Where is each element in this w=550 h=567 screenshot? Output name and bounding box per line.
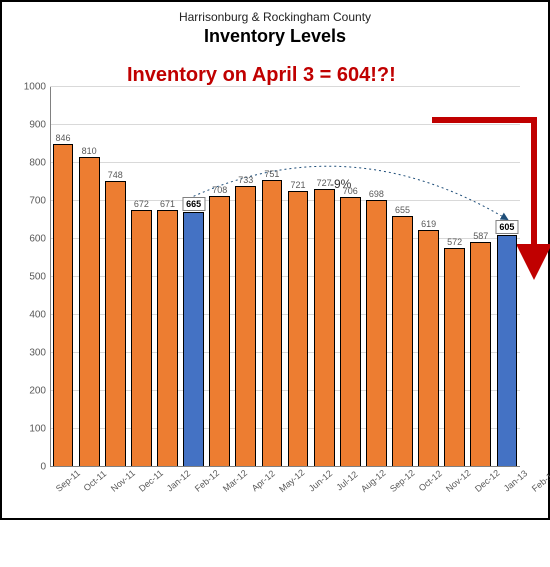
bar-value-label: 846	[56, 133, 71, 143]
bar: 846	[53, 144, 74, 467]
x-tick-label: Feb-13	[530, 468, 550, 494]
bar-slot: 672	[128, 210, 154, 467]
x-tick-label: Sep-12	[388, 468, 417, 494]
bar-value-label: 619	[421, 219, 436, 229]
bar-value-label: 706	[343, 186, 358, 196]
bar-value-label: 748	[108, 170, 123, 180]
headline-annotation: Inventory on April 3 = 604!?!	[127, 64, 396, 87]
chart-container: Harrisonburg & Rockingham County Invento…	[0, 0, 550, 520]
bar: 587	[470, 242, 491, 467]
x-tick-label: Feb-12	[193, 468, 221, 494]
bar-value-label: 655	[395, 205, 410, 215]
bar: 727	[314, 189, 335, 467]
bar: 672	[131, 210, 152, 467]
x-tick-label: Jan-12	[165, 468, 193, 493]
bar-slot: 727	[311, 189, 337, 467]
bar: 665	[183, 212, 204, 467]
y-tick-label: 0	[40, 462, 46, 473]
x-tick-label: Aug-12	[359, 468, 388, 494]
x-tick-label: Apr-12	[250, 468, 277, 493]
bars-group: 8468107486726716657087337517217277066986…	[50, 87, 520, 467]
bar-slot: 751	[259, 180, 285, 467]
bar-slot: 698	[363, 200, 389, 467]
bar-slot: 810	[76, 157, 102, 467]
bar-slot: 665	[181, 212, 207, 467]
bar-slot: 572	[442, 248, 468, 467]
bar: 708	[209, 196, 230, 467]
bar: 748	[105, 181, 126, 467]
bar-slot: 671	[154, 210, 180, 467]
bar: 751	[262, 180, 283, 467]
y-tick-label: 800	[29, 158, 46, 169]
bar: 810	[79, 157, 100, 467]
bar: 733	[235, 186, 256, 467]
bar-value-label: 605	[495, 220, 518, 234]
x-tick-label: Jun-12	[307, 468, 335, 493]
bar: 721	[288, 191, 309, 467]
y-tick-label: 100	[29, 424, 46, 435]
bar-slot: 708	[207, 196, 233, 467]
y-tick-label: 200	[29, 386, 46, 397]
x-tick-label: Oct-11	[82, 469, 109, 494]
bar-slot: 587	[468, 242, 494, 467]
bar-slot: 605	[494, 235, 520, 467]
x-tick-label: Sep-11	[54, 468, 82, 494]
bar-slot: 706	[337, 197, 363, 467]
bar-value-label: 810	[82, 146, 97, 156]
bar: 605	[497, 235, 518, 467]
bar: 655	[392, 216, 413, 467]
bar-value-label: 672	[134, 199, 149, 209]
bar-slot: 655	[389, 216, 415, 467]
bar: 698	[366, 200, 387, 467]
y-axis-line	[50, 87, 51, 467]
bar-value-label: 671	[160, 199, 175, 209]
x-tick-label: Jul-12	[334, 469, 359, 492]
bar: 619	[418, 230, 439, 467]
bar-value-label: 587	[473, 231, 488, 241]
bar-slot: 748	[102, 181, 128, 467]
y-tick-label: 400	[29, 310, 46, 321]
y-tick-label: 600	[29, 234, 46, 245]
bar-slot: 721	[285, 191, 311, 467]
bar: 671	[157, 210, 178, 467]
bar-slot: 846	[50, 144, 76, 467]
bar-value-label: 665	[182, 197, 205, 211]
chart-subtitle: Harrisonburg & Rockingham County	[2, 10, 548, 24]
y-tick-label: 500	[29, 272, 46, 283]
bar: 706	[340, 197, 361, 467]
bar-value-label: 698	[369, 189, 384, 199]
x-tick-label: Oct-12	[417, 468, 444, 493]
x-tick-label: Nov-11	[109, 468, 137, 494]
x-tick-label: Jan-13	[502, 468, 530, 493]
y-tick-label: 900	[29, 120, 46, 131]
bar-value-label: 733	[238, 175, 253, 185]
bar-value-label: 721	[291, 180, 306, 190]
bar-value-label: 572	[447, 237, 462, 247]
x-tick-label: Nov-12	[444, 468, 473, 494]
bar: 572	[444, 248, 465, 467]
chart-title: Inventory Levels	[2, 26, 548, 47]
x-tick-label: Dec-12	[473, 468, 502, 494]
bar-value-label: 751	[264, 169, 279, 179]
bar-value-label: 727	[317, 178, 332, 188]
x-tick-label: Dec-11	[137, 468, 165, 494]
bar-slot: 733	[233, 186, 259, 467]
y-tick-label: 300	[29, 348, 46, 359]
x-tick-label: Mar-12	[221, 468, 249, 494]
bar-value-label: 708	[212, 185, 227, 195]
x-axis-line	[50, 466, 520, 467]
chart-plot-area: 01002003004005006007008009001000 -9% 846…	[50, 87, 520, 467]
y-tick-label: 700	[29, 196, 46, 207]
x-tick-label: May-12	[277, 467, 306, 494]
y-tick-label: 1000	[24, 82, 46, 93]
bar-slot: 619	[416, 230, 442, 467]
x-axis-labels: Sep-11Oct-11Nov-11Dec-11Jan-12Feb-12Mar-…	[50, 467, 520, 477]
